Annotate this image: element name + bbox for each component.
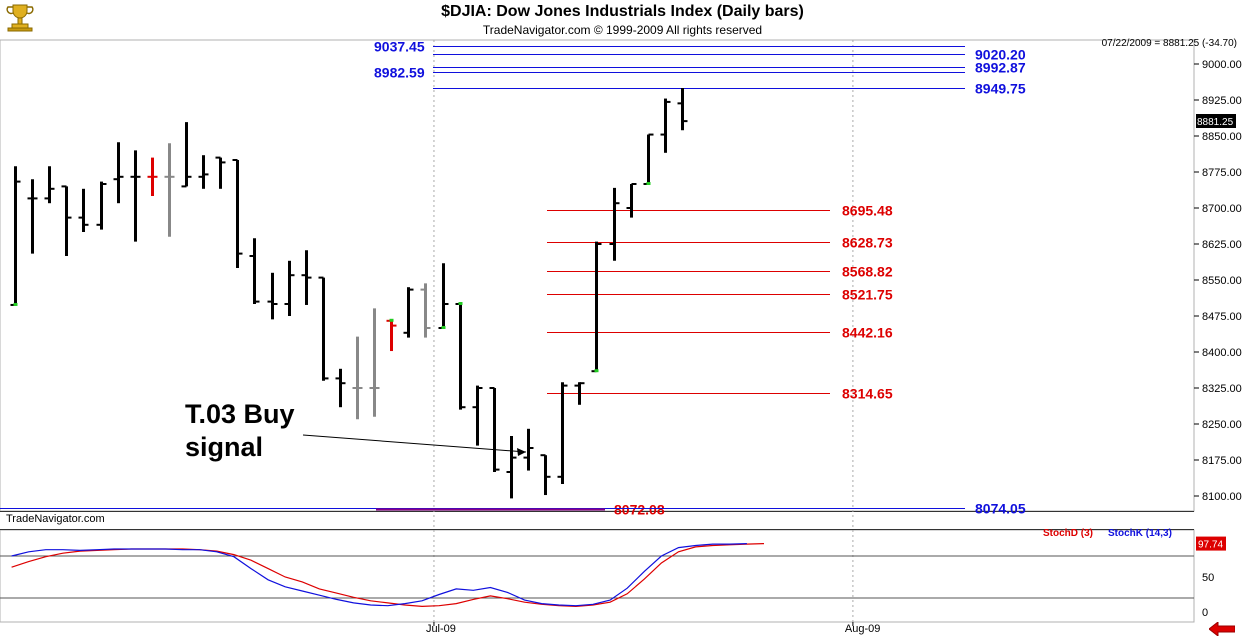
y-tick-label: 8475.00 [1202,311,1242,323]
y-tick-label: 8625.00 [1202,239,1242,251]
last-value-box [1196,114,1236,128]
price-level-label: 8314.65 [842,386,893,402]
chart-subtitle: TradeNavigator.com © 1999-2009 All right… [482,23,763,37]
price-level-label: 8072.08 [614,502,665,518]
stoch-y-tick-label: 0 [1202,607,1208,619]
annotation-line-2: signal [185,432,264,462]
y-tick-label: 8925.00 [1202,95,1242,107]
last-value-label: 8881.25 [1197,117,1234,128]
stoch-pane-frame [0,529,1195,623]
price-level-label: 8949.75 [975,81,1026,97]
signal-dot [458,302,463,305]
price-level-label: 8982.59 [374,65,425,81]
stoch-last-value-box [1196,536,1226,551]
y-tick-label: 8850.00 [1202,131,1242,143]
red-left-arrow-icon[interactable] [1208,620,1236,641]
annotation-line-1: T.03 Buy [185,399,295,429]
price-level-label: 8568.82 [842,264,893,280]
last-quote-readout: 07/22/2009 = 8881.25 (-34.70) [1101,38,1237,49]
y-tick-label: 8250.00 [1202,419,1242,431]
price-level-label: 8074.05 [975,501,1026,517]
y-tick-label: 8550.00 [1202,275,1242,287]
watermark: TradeNavigator.com [6,513,105,525]
annotation-arrow-head [517,448,526,456]
signal-dot [13,302,18,306]
y-tick-label: 8100.00 [1202,491,1242,503]
price-level-label: 9037.45 [374,39,425,55]
price-level-label: 8992.87 [975,60,1026,76]
stoch-series-line [11,543,765,608]
signal-dot [594,369,599,373]
y-tick-label: 8700.00 [1202,203,1242,215]
legend-stochd: StochD (3) [1043,528,1093,539]
stoch-series-line [11,543,747,607]
signal-dot [441,326,446,329]
stoch-last-value-label: 97.74 [1198,540,1223,551]
price-level-label: 8521.75 [842,287,893,303]
stoch-y-tick-label: 50 [1202,572,1214,584]
x-tick-label: Jul-09 [426,623,456,635]
y-tick-label: 8325.00 [1202,383,1242,395]
price-level-label: 8695.48 [842,203,893,219]
price-level-label: 9020.20 [975,47,1026,63]
buy-signal-annotation: T.03 Buy signal [185,398,345,464]
trophy-logo-icon [4,3,36,38]
signal-dot [646,182,651,185]
annotation-arrow-line [302,434,527,453]
legend-stochk: StochK (14,3) [1108,528,1172,539]
y-tick-label: 8775.00 [1202,167,1242,179]
chart-title: $DJIA: Dow Jones Industrials Index (Dail… [441,3,804,20]
y-tick-label: 9000.00 [1202,59,1242,71]
y-tick-label: 8175.00 [1202,455,1242,467]
x-tick-label: Aug-09 [845,623,880,635]
y-tick-label: 8400.00 [1202,347,1242,359]
price-level-label: 8442.16 [842,325,893,341]
price-level-label: 8628.73 [842,235,893,251]
signal-dot [389,318,394,322]
